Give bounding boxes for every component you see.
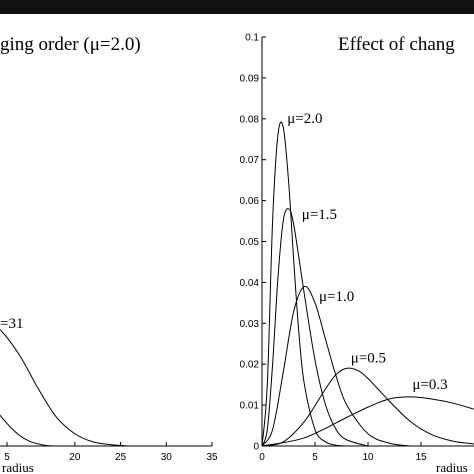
left-panel: ging order (μ=2.0) 5 20 25 30 35 =31 radius <box>0 34 218 474</box>
left-title: ging order (μ=2.0) <box>0 34 141 55</box>
right-y-tick-label: 0.08 <box>240 114 260 125</box>
left-x-tick-label: 5 <box>4 452 10 463</box>
left-x-axis-label: radius <box>2 460 34 474</box>
right-y-tick-label: 0.1 <box>245 33 259 44</box>
left-x-tick-label: 25 <box>115 452 127 463</box>
right-y-tick-label: 0.09 <box>240 73 260 84</box>
right-x-tick-label: 0 <box>259 452 265 463</box>
right-series-line <box>261 285 411 447</box>
right-series-line <box>261 121 347 447</box>
right-series-label: μ=1.5 <box>302 207 337 223</box>
left-x-tick-label: 35 <box>206 452 218 463</box>
right-panel: Effect of chang 0 0.01 0.02 0.03 0.04 0.05 0.0… <box>240 33 474 474</box>
right-series-labels: μ=2.0 μ=1.5 μ=1.0 μ=0.5 μ=0.3 <box>287 111 447 393</box>
left-x-tick-label: 30 <box>161 452 173 463</box>
left-x-tick-label: 20 <box>69 452 81 463</box>
left-curves <box>0 329 130 447</box>
left-series-line <box>0 414 57 447</box>
right-series-line <box>261 396 474 447</box>
right-x-tick-label: 10 <box>362 452 374 463</box>
right-series-line <box>261 208 369 447</box>
right-y-tick-label: 0.06 <box>240 196 260 207</box>
right-x-tick-label: 15 <box>415 452 427 463</box>
right-series-label: μ=0.3 <box>412 377 447 393</box>
right-y-tick-label: 0.05 <box>240 237 260 248</box>
right-x-axis-label: radius <box>436 460 468 474</box>
right-y-tick-label: 0.01 <box>240 401 260 412</box>
right-y-tick-label: 0.02 <box>240 360 260 371</box>
left-series-line <box>0 329 130 447</box>
right-title: Effect of chang <box>338 34 455 55</box>
right-y-tick-label: 0.03 <box>240 319 260 330</box>
right-y-tick-label: 0 <box>253 442 259 453</box>
right-series-label: μ=1.0 <box>319 289 354 305</box>
right-series-line <box>261 367 474 447</box>
right-series-label: μ=0.5 <box>351 350 386 366</box>
left-x-axis: 5 20 25 30 35 <box>0 442 218 463</box>
right-x-tick-label: 5 <box>312 452 318 463</box>
right-curves <box>261 121 474 447</box>
right-y-tick-label: 0.07 <box>240 155 260 166</box>
right-axes: 0 0.01 0.02 0.03 0.04 0.05 0.06 0.07 0.08 0.09 0.1… <box>240 33 474 463</box>
right-series-label: μ=2.0 <box>287 111 322 127</box>
right-y-tick-label: 0.04 <box>240 278 260 289</box>
left-series-label: =31 <box>0 316 23 332</box>
top-caption-strip <box>0 0 474 14</box>
